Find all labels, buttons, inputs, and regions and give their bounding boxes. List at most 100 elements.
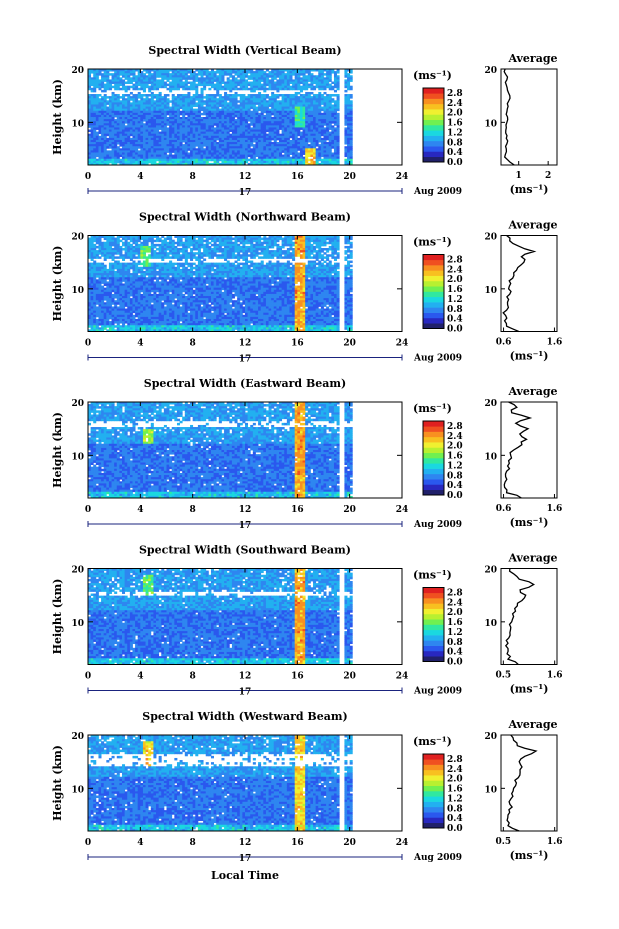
heatmap-cell [184, 142, 188, 145]
heatmap-cell [129, 112, 133, 116]
heatmap-cell [103, 125, 107, 128]
heatmap-cell [150, 158, 154, 162]
heatmap-cell [203, 133, 207, 137]
heatmap-cell [187, 142, 191, 145]
heatmap-cell [142, 154, 146, 158]
heatmap-cell [224, 108, 228, 112]
heatmap-cell [145, 100, 149, 103]
heatmap-cell [226, 94, 230, 97]
heatmap-cell [156, 123, 160, 126]
heatmap-cell [153, 96, 157, 99]
heatmap-cell [119, 69, 123, 72]
heatmap-cell [250, 114, 254, 118]
heatmap-cell [148, 129, 152, 133]
heatmap-cell [93, 81, 97, 85]
heatmap-cell [210, 104, 214, 107]
heatmap-cell [187, 117, 191, 120]
heatmap-cell [88, 154, 92, 158]
heatmap-cell [106, 121, 110, 124]
heatmap-cell [132, 133, 136, 137]
heatmap-cell [93, 104, 97, 107]
heatmap-cell [216, 85, 220, 89]
heatmap-cell [195, 152, 199, 155]
heatmap-cell [179, 152, 183, 155]
heatmap-cell [103, 156, 107, 160]
heatmap-cell [203, 121, 207, 124]
heatmap-cell [239, 71, 243, 74]
heatmap-cell [122, 114, 126, 118]
heatmap-cell [210, 77, 214, 80]
heatmap-cell [119, 83, 123, 87]
heatmap-cell [114, 144, 118, 147]
heatmap-cell [239, 106, 243, 110]
heatmap-cell [218, 137, 222, 141]
heatmap-cell [239, 108, 243, 112]
heatmap-cell [231, 110, 235, 114]
heatmap-cell [98, 123, 102, 126]
heatmap-cell [326, 137, 330, 141]
heatmap-cell [310, 154, 314, 158]
heatmap-cell [114, 321, 118, 324]
heatmap-cell [195, 131, 199, 135]
heatmap-cell [153, 100, 157, 103]
heatmap-cell [184, 104, 188, 107]
heatmap-cell [182, 131, 186, 135]
heatmap-cell [95, 137, 99, 141]
heatmap-cell [229, 148, 233, 151]
heatmap-cell [142, 73, 146, 76]
heatmap-cell [221, 139, 225, 143]
heatmap-cell [95, 77, 99, 80]
heatmap-cell [127, 162, 131, 166]
heatmap-cell [190, 96, 194, 99]
heatmap-cell [111, 104, 115, 107]
heatmap-cell [132, 121, 136, 124]
heatmap-cell [200, 89, 204, 93]
heatmap-cell [179, 117, 183, 120]
heatmap-cell [145, 114, 149, 118]
heatmap-cell [114, 106, 118, 110]
heatmap-cell [234, 114, 238, 118]
heatmap-cell [166, 142, 170, 145]
heatmap-cell [132, 156, 136, 160]
heatmap-cell [124, 117, 128, 120]
heatmap-cell [156, 158, 160, 162]
heatmap-cell [174, 75, 178, 78]
heatmap-cell [122, 125, 126, 128]
heatmap-cell [331, 81, 335, 85]
heatmap-cell [148, 146, 152, 149]
heatmap-cell [171, 98, 175, 101]
heatmap-cell [239, 152, 243, 155]
heatmap-cell [116, 127, 120, 130]
heatmap-cell [213, 129, 217, 133]
heatmap-cell [205, 75, 209, 78]
heatmap-cell [200, 96, 204, 99]
heatmap-cell [224, 100, 228, 103]
heatmap-cell [229, 83, 233, 87]
heatmap-cell [216, 162, 220, 166]
heatmap-cell [95, 150, 99, 153]
heatmap-cell [216, 87, 220, 91]
heatmap-cell [245, 114, 249, 118]
heatmap-cell [122, 94, 126, 97]
heatmap-cell [190, 102, 194, 105]
heatmap-cell [218, 150, 222, 153]
heatmap-cell [111, 127, 115, 130]
heatmap-cell [174, 139, 178, 143]
heatmap-cell [200, 152, 204, 155]
heatmap-cell [171, 117, 175, 120]
heatmap-cell [318, 87, 322, 91]
heatmap-cell [224, 106, 228, 110]
heatmap-cell [221, 98, 225, 101]
heatmap-cell [245, 139, 249, 143]
heatmap-cell [127, 100, 131, 103]
heatmap-cell [226, 150, 230, 153]
heatmap-cell [234, 108, 238, 112]
heatmap-cell [166, 144, 170, 147]
heatmap-cell [174, 152, 178, 155]
heatmap-cell [88, 119, 92, 122]
colorbar-tick-label: 2.4 [447, 99, 463, 109]
heatmap-cell [205, 117, 209, 120]
heatmap-cell [231, 150, 235, 153]
heatmap-cell [90, 87, 94, 91]
heatmap-cell [122, 127, 126, 130]
